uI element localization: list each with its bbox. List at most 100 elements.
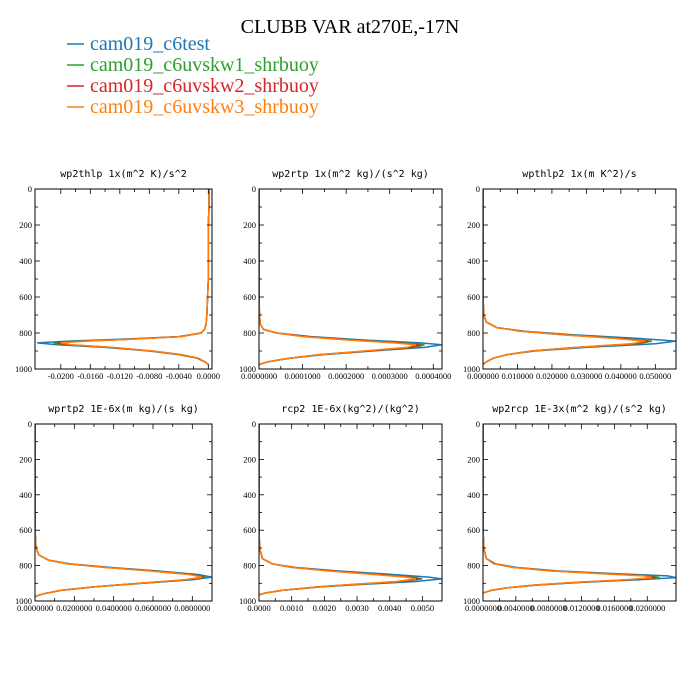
- x-tick-label: 0.0600000: [135, 603, 171, 613]
- x-tick-label: 0.030000: [570, 371, 602, 381]
- x-tick-label: 0.0200000: [56, 603, 92, 613]
- y-tick-label: 600: [19, 292, 32, 302]
- x-tick-label: 0.040000: [605, 371, 637, 381]
- series-line-1: [259, 189, 442, 366]
- x-tick-label: -0.0080: [136, 371, 162, 381]
- x-tick-label: 0.0200000: [629, 603, 665, 613]
- legend-entry-3: cam019_c6uvskw2_shrbuoy: [90, 75, 319, 97]
- y-tick-label: 400: [467, 256, 480, 266]
- y-tick-label: 1000: [239, 596, 256, 606]
- panel-title: wp2rcp 1E-3x(m^2 kg)/(s^2 kg): [492, 404, 667, 415]
- x-tick-label: 0.0000000: [17, 603, 53, 613]
- y-tick-label: 0: [252, 184, 256, 194]
- y-tick-label: 200: [243, 454, 256, 464]
- y-tick-label: 400: [243, 490, 256, 500]
- y-tick-label: 200: [19, 220, 32, 230]
- legend-entry-4: cam019_c6uvskw3_shrbuoy: [90, 96, 319, 118]
- y-tick-label: 0: [28, 184, 32, 194]
- y-tick-label: 800: [467, 561, 480, 571]
- series-line-1: [35, 424, 212, 598]
- series-line-3: [483, 424, 656, 594]
- x-tick-label: -0.0120: [107, 371, 133, 381]
- legend-entry-1: cam019_c6test: [90, 33, 210, 55]
- series-line-2: [483, 424, 660, 594]
- y-tick-label: 1000: [15, 364, 32, 374]
- y-tick-label: 800: [467, 328, 480, 338]
- series-line-1: [37, 189, 210, 366]
- series-line-4: [60, 189, 210, 366]
- y-tick-label: 400: [467, 490, 480, 500]
- x-tick-label: 0.0000: [247, 603, 270, 613]
- x-tick-label: -0.0200: [48, 371, 74, 381]
- series-line-2: [483, 189, 653, 366]
- series-line-4: [483, 424, 653, 594]
- panel-title: wprtp2 1E-6x(m kg)/(s kg): [48, 404, 199, 415]
- series-line-4: [483, 189, 646, 366]
- y-tick-label: 0: [476, 184, 480, 194]
- y-tick-label: 1000: [463, 596, 480, 606]
- x-tick-label: 0.0020: [313, 603, 336, 613]
- y-tick-label: 600: [243, 525, 256, 535]
- panel-6: wp2rcp 1E-3x(m^2 kg)/(s^2 kg) 0 200 400 600 8…: [463, 404, 677, 613]
- x-tick-label: 0.0001000: [285, 371, 321, 381]
- y-tick-label: 400: [19, 256, 32, 266]
- y-tick-label: 600: [467, 525, 480, 535]
- y-tick-label: 0: [252, 419, 256, 429]
- y-tick-label: 800: [19, 328, 32, 338]
- plot-frame: [258, 423, 443, 602]
- y-tick-label: 400: [243, 256, 256, 266]
- y-tick-label: 0: [476, 419, 480, 429]
- y-tick-label: 1000: [239, 364, 256, 374]
- panel-4: wprtp2 1E-6x(m kg)/(s kg) 0 200 400 600 800 10…: [15, 404, 213, 613]
- x-tick-label: -0.0040: [166, 371, 192, 381]
- x-tick-label: 0.0002000: [328, 371, 364, 381]
- y-tick-label: 200: [19, 454, 32, 464]
- panel-title: wp2thlp 1x(m^2 K)/s^2: [60, 169, 186, 180]
- panel-title: wp2rtp 1x(m^2 kg)/(s^2 kg): [272, 169, 429, 180]
- panels-grid: wp2thlp 1x(m^2 K)/s^2 0 200 400 600 800 1000 -0…: [15, 169, 677, 613]
- panel-title: wpthlp2 1x(m K^2)/s: [522, 169, 636, 180]
- series-line-3: [259, 424, 420, 596]
- x-tick-label: 0.0010: [280, 603, 303, 613]
- x-tick-label: 0.010000: [502, 371, 534, 381]
- x-tick-label: 0.0040: [378, 603, 401, 613]
- series-line-2: [259, 424, 423, 596]
- series-line-1: [483, 189, 676, 366]
- x-tick-label: 0.020000: [536, 371, 568, 381]
- y-tick-label: 600: [19, 525, 32, 535]
- figure-title: CLUBB VAR at270E,-17N: [241, 16, 460, 38]
- x-tick-label: 0.0800000: [174, 603, 210, 613]
- x-tick-label: 0.0050: [411, 603, 434, 613]
- series-line-3: [35, 424, 205, 598]
- series-line-1: [259, 424, 442, 596]
- x-tick-label: 0.0030: [345, 603, 368, 613]
- y-tick-label: 0: [28, 419, 32, 429]
- y-tick-label: 600: [467, 292, 480, 302]
- y-tick-label: 800: [243, 328, 256, 338]
- panel-3: wpthlp2 1x(m K^2)/s 0 200 400 600 800 10000.00…: [463, 169, 677, 381]
- x-tick-label: 0.050000: [639, 371, 671, 381]
- y-tick-label: 200: [467, 220, 480, 230]
- x-tick-label: 0.0160000: [596, 603, 632, 613]
- series-line-2: [35, 424, 207, 598]
- x-tick-label: 0.0120000: [563, 603, 599, 613]
- y-tick-label: 1000: [15, 596, 32, 606]
- x-tick-label: 0.0000000: [465, 603, 501, 613]
- panel-1: wp2thlp 1x(m^2 K)/s^2 0 200 400 600 800 1000 -0…: [15, 169, 220, 381]
- y-tick-label: 200: [243, 220, 256, 230]
- x-tick-label: 0.0000: [197, 371, 220, 381]
- panel-2: wp2rtp 1x(m^2 kg)/(s^2 kg) 0 200 400 600 800 1…: [239, 169, 451, 381]
- series-line-4: [259, 424, 416, 596]
- x-tick-label: 0.0080000: [531, 603, 567, 613]
- x-tick-label: 0.0004000: [415, 371, 451, 381]
- y-tick-label: 400: [19, 490, 32, 500]
- legend-entry-2: cam019_c6uvskw1_shrbuoy: [90, 54, 319, 76]
- x-tick-label: 0.0000000: [241, 371, 277, 381]
- x-tick-label: -0.0160: [77, 371, 103, 381]
- x-tick-label: 0.0003000: [372, 371, 408, 381]
- x-tick-label: 0.0400000: [96, 603, 132, 613]
- legend: cam019_c6testcam019_c6uvskw1_shrbuoycam0…: [67, 33, 319, 118]
- y-tick-label: 1000: [463, 364, 480, 374]
- panel-title: rcp2 1E-6x(kg^2)/(kg^2): [281, 404, 419, 415]
- y-tick-label: 800: [19, 561, 32, 571]
